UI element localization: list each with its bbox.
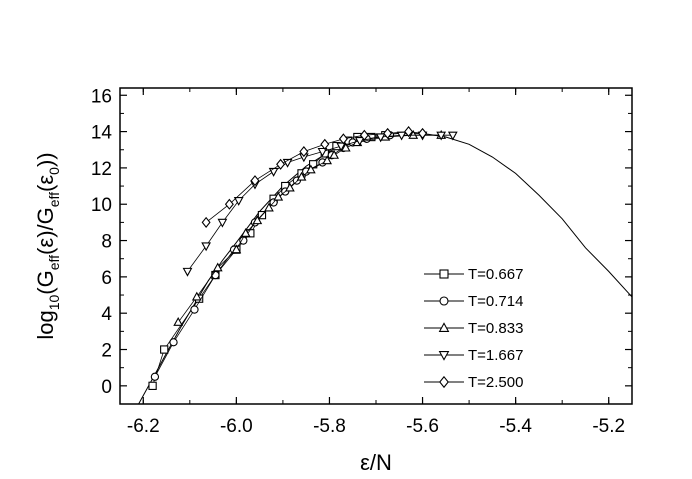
y-tick-label: 14 (91, 123, 113, 144)
x-tick-label: -6.0 (220, 416, 253, 437)
legend-label: T=2.500 (468, 374, 523, 391)
legend-label: T=0.714 (468, 293, 523, 310)
y-tick-label: 16 (91, 86, 112, 107)
data-point (240, 228, 251, 237)
series (201, 126, 428, 228)
data-point (359, 129, 369, 141)
data-point (408, 129, 419, 139)
y-tick-label: 2 (101, 341, 112, 362)
data-point (418, 127, 428, 139)
data-point (182, 267, 193, 277)
data-point (336, 142, 346, 152)
data-point (338, 133, 348, 145)
legend-label: T=0.833 (468, 320, 523, 337)
x-tick-label: -5.6 (406, 416, 439, 437)
data-point (439, 296, 449, 306)
series-line (187, 134, 453, 272)
series (148, 131, 390, 390)
data-point (329, 149, 339, 159)
data-point (169, 338, 178, 347)
series (182, 131, 458, 277)
data-point (439, 269, 449, 279)
data-point (252, 215, 263, 225)
data-point (322, 155, 333, 165)
y-tick-label: 6 (101, 268, 112, 289)
y-tick-label: 8 (101, 232, 112, 253)
x-tick-label: -5.8 (313, 416, 346, 437)
data-point (201, 242, 211, 252)
y-tick-label: 12 (91, 159, 112, 180)
y-tick-label: 10 (91, 195, 112, 216)
x-tick-label: -5.4 (499, 416, 532, 437)
data-point (354, 137, 365, 146)
data-series (148, 126, 458, 390)
data-point (190, 305, 199, 314)
data-point (231, 244, 242, 254)
data-point (305, 164, 316, 174)
y-axis-label: log10(Geff(ε)/Geff(ε0)) (33, 152, 62, 339)
data-point (173, 316, 184, 326)
x-axis-label: ε/N (360, 450, 392, 475)
legend: T=0.667 T=0.714 T=0.833 T=1.667 T=2.500 (424, 266, 523, 391)
svg-text:log10(Geff(ε)/Geff(ε0)): log10(Geff(ε)/Geff(ε0)) (33, 152, 62, 339)
series-line (152, 134, 386, 386)
data-point (201, 216, 211, 228)
y-tick-label: 4 (101, 304, 112, 325)
data-point (250, 175, 260, 187)
x-tick-label: -5.2 (592, 416, 625, 437)
data-point (438, 351, 450, 361)
data-point (160, 345, 169, 354)
y-tick-label: 0 (101, 377, 112, 398)
series-line (205, 131, 423, 223)
data-point (299, 146, 309, 158)
fit-curve-line (138, 132, 633, 405)
data-point (438, 322, 450, 332)
x-tick-label: -6.2 (127, 416, 160, 437)
data-point (340, 142, 351, 152)
data-point (150, 372, 160, 381)
data-point (264, 202, 274, 212)
legend-label: T=0.667 (468, 266, 523, 283)
axis-ticks: -6.2 -6.0 -5.8 -5.6 -5.4 -5.2 0 2 4 6 8 10 12 14 16 (91, 86, 632, 437)
data-point (273, 191, 284, 201)
data-point (296, 171, 307, 181)
data-point (285, 182, 295, 192)
data-point (148, 381, 157, 390)
data-point (233, 196, 244, 206)
data-point (436, 131, 447, 141)
data-point (383, 127, 393, 139)
data-point (276, 158, 286, 170)
data-point (191, 291, 202, 301)
data-point (268, 167, 279, 177)
data-point (224, 198, 234, 210)
data-point (447, 131, 458, 141)
data-point (320, 138, 330, 150)
data-point (439, 375, 449, 389)
data-point (317, 147, 328, 157)
data-point (404, 126, 414, 138)
fit-curve (138, 132, 633, 405)
data-point (212, 262, 223, 272)
legend-label: T=1.667 (468, 347, 523, 364)
data-point (217, 218, 228, 228)
